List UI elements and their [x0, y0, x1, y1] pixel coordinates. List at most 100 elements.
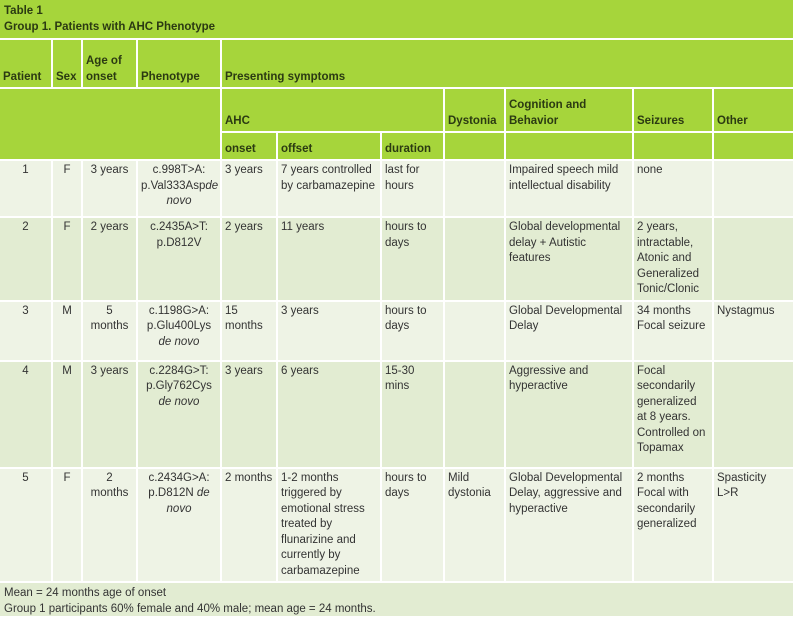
cell-other	[714, 161, 793, 216]
cell-phenotype: c.998T>A: p.Val333Aspde novo	[138, 161, 220, 216]
header-seizures: Seizures	[634, 89, 712, 131]
patient-text: 4	[22, 364, 29, 377]
header-patient: Patient	[0, 40, 51, 87]
table-title: Table 1 Group 1. Patients with AHC Pheno…	[0, 0, 793, 38]
footer-group-summary: Group 1 participants 60% female and 40% …	[4, 603, 376, 615]
cognition-text: Aggressive and hyperactive	[509, 364, 589, 393]
sex-text: F	[63, 471, 71, 484]
seizures-text: 2 months Focal with secondarily generali…	[637, 471, 697, 531]
header-blank	[634, 133, 712, 159]
cell-duration: hours to days	[382, 301, 443, 360]
phenotype-text: c.1198G>A: p.Glu400Lys	[146, 304, 212, 333]
cognition-text: Global Developmental Delay, aggressive a…	[509, 471, 623, 515]
header-cognition: Cognition and Behavior	[506, 89, 632, 131]
age-text: 3 years	[90, 364, 129, 377]
seizures-text: none	[637, 164, 663, 176]
cell-onset: 3 years	[222, 161, 276, 216]
duration-text: hours to days	[385, 471, 427, 500]
phenotype-de-novo: de novo	[158, 335, 200, 348]
patient-text: 1	[22, 164, 29, 176]
header-duration: duration	[382, 133, 443, 159]
cell-phenotype: c.1198G>A: p.Glu400Lys de novo	[138, 301, 220, 360]
cell-dystonia	[445, 161, 504, 216]
other-text: Spasticity L>R	[717, 471, 767, 500]
phenotype-de-novo: de novo	[166, 179, 219, 208]
cell-age: 3 years	[83, 161, 136, 216]
sex-text: M	[62, 304, 72, 317]
patient-text: 2	[22, 221, 29, 233]
patient-text: 3	[22, 304, 29, 317]
offset-text: 6 years	[281, 364, 319, 377]
cell-patient: 3	[0, 301, 51, 360]
sex-text: M	[62, 364, 72, 377]
header-dystonia: Dystonia	[445, 89, 504, 131]
cell-phenotype: c.2434G>A: p.D812N de novo	[138, 468, 220, 581]
offset-text: 3 years	[281, 304, 319, 317]
cell-dystonia	[445, 301, 504, 360]
cell-offset: 7 years controlled by carbamazepine	[278, 161, 380, 216]
cell-duration: hours to days	[382, 468, 443, 581]
age-text: 2 months	[90, 471, 129, 500]
header-row-2: AHC Dystonia Cognition and Behavior Seiz…	[0, 89, 793, 159]
cell-patient: 1	[0, 161, 51, 216]
cell-other: Nystagmus	[714, 301, 793, 360]
phenotype-text: c.2434G>A: p.D812N	[148, 471, 210, 500]
onset-text: 2 years	[225, 221, 263, 233]
header-other: Other	[714, 89, 793, 131]
cell-age: 3 years	[83, 361, 136, 467]
phenotype-text: c.2435A>T: p.D812V	[150, 221, 208, 249]
table-row: 1 F 3 years c.998T>A: p.Val333Aspde novo 3 y…	[0, 161, 793, 216]
header-blank	[506, 133, 632, 159]
header-sex: Sex	[53, 40, 81, 87]
cell-other: Spasticity L>R	[714, 468, 793, 581]
phenotype-de-novo: de novo	[158, 395, 200, 408]
header-empty	[0, 89, 220, 159]
cell-cognition: Impaired speech mild intellectual disabi…	[506, 161, 632, 216]
age-text: 2 years	[90, 221, 129, 233]
cell-other	[714, 218, 793, 300]
cell-dystonia	[445, 361, 504, 467]
cell-age: 2 months	[83, 468, 136, 581]
other-text: Nystagmus	[717, 304, 775, 317]
table-row: 5 F 2 months c.2434G>A: p.D812N de novo 2 mo…	[0, 468, 793, 581]
cell-cognition: Global developmental delay + Autistic fe…	[506, 218, 632, 300]
table-footer: Mean = 24 months age of onset Group 1 pa…	[0, 583, 793, 616]
phenotype-text: c.2284G>T: p.Gly762Cys	[146, 364, 212, 393]
cell-seizures: none	[634, 161, 712, 216]
cognition-text: Global developmental delay + Autistic fe…	[509, 221, 621, 264]
age-text: 3 years	[90, 164, 129, 176]
cell-age: 2 years	[83, 218, 136, 300]
cell-offset: 6 years	[278, 361, 380, 467]
cell-offset: 1-2 months triggered by emotional stress…	[278, 468, 380, 581]
cell-seizures: 2 years, intractable, Atonic and General…	[634, 218, 712, 300]
cell-onset: 2 months	[222, 468, 276, 581]
cell-onset: 3 years	[222, 361, 276, 467]
sex-text: F	[63, 221, 71, 233]
header-age-of-onset: Age of onset	[83, 40, 136, 87]
header-onset: onset	[222, 133, 276, 159]
patient-text: 5	[22, 471, 29, 484]
duration-text: last for hours	[385, 164, 420, 192]
seizures-text: Focal secondarily generalized at 8 years…	[637, 364, 706, 455]
cell-seizures: Focal secondarily generalized at 8 years…	[634, 361, 712, 467]
table-row: 2 F 2 years c.2435A>T: p.D812V 2 years 11 yea…	[0, 218, 793, 300]
cell-cognition: Global Developmental Delay	[506, 301, 632, 360]
cell-duration: 15-30 mins	[382, 361, 443, 467]
offset-text: 1-2 months triggered by emotional stress…	[281, 471, 365, 577]
cell-cognition: Aggressive and hyperactive	[506, 361, 632, 467]
cell-onset: 15 months	[222, 301, 276, 360]
cell-sex: F	[53, 468, 81, 581]
cell-sex: F	[53, 218, 81, 300]
offset-text: 11 years	[281, 221, 325, 233]
age-text: 5 months	[90, 304, 129, 333]
seizures-text: 34 months Focal seizure	[637, 304, 706, 333]
onset-text: 3 years	[225, 164, 263, 176]
cell-sex: M	[53, 361, 81, 467]
header-ahc: AHC	[222, 89, 443, 131]
header-offset: offset	[278, 133, 380, 159]
cell-dystonia	[445, 218, 504, 300]
onset-text: 2 months	[225, 471, 273, 484]
footer-mean-onset: Mean = 24 months age of onset	[4, 587, 167, 599]
cell-sex: F	[53, 161, 81, 216]
cell-duration: last for hours	[382, 161, 443, 216]
